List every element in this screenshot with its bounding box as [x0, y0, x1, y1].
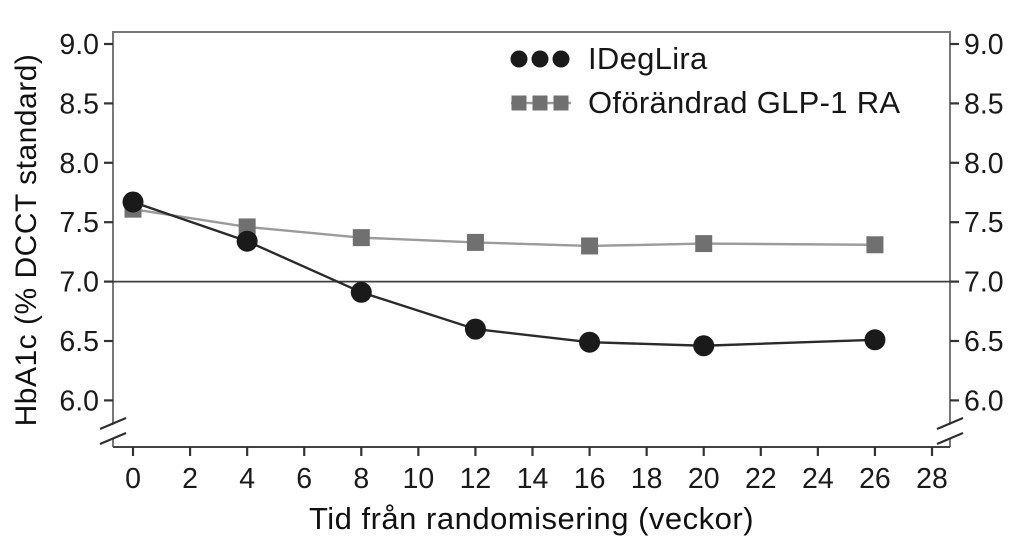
axis-break-left-mask	[96, 420, 130, 444]
series-ideglira	[122, 191, 886, 357]
data-point	[350, 281, 372, 303]
x-tick-label: 0	[125, 463, 141, 495]
y-tick-label-left: 8.5	[59, 88, 99, 120]
data-point	[236, 230, 258, 252]
legend-label-ideglira: IDegLira	[588, 41, 708, 76]
y-tick-label-left: 7.0	[59, 267, 99, 299]
data-point	[464, 318, 486, 340]
x-tick-label: 16	[574, 463, 606, 495]
y-tick-label-right: 6.0	[964, 385, 1004, 417]
y-tick-label-left: 9.0	[59, 29, 99, 61]
data-point	[579, 331, 601, 353]
y-tick-label-right: 9.0	[964, 29, 1004, 61]
data-point	[581, 237, 599, 255]
axis-break-right-mask	[933, 420, 967, 444]
legend-item-glp1ra: Oförändrad GLP-1 RA	[509, 81, 900, 125]
y-tick-label-left: 8.0	[59, 148, 99, 180]
data-point	[352, 229, 370, 247]
y-tick-label-right: 8.5	[964, 88, 1004, 120]
legend-circles-icon	[510, 50, 570, 68]
data-point	[122, 191, 144, 213]
legend: IDegLira Oförändrad GLP-1 RA	[509, 37, 900, 125]
legend-label-glp1ra: Oförändrad GLP-1 RA	[588, 85, 901, 120]
legend-squares-icon	[511, 95, 571, 111]
data-point	[693, 335, 715, 357]
axis-break-left	[99, 431, 127, 446]
data-point	[864, 329, 886, 351]
data-point	[238, 218, 256, 236]
y-tick-label-right: 7.5	[964, 207, 1004, 239]
x-tick-label: 4	[239, 463, 255, 495]
y-axis-title: HbA1c (% DCCT standard)	[10, 53, 43, 427]
axis-break-right	[936, 416, 964, 431]
x-tick-label: 6	[296, 463, 312, 495]
x-tick-label: 26	[859, 463, 891, 495]
x-tick-label: 20	[688, 463, 720, 495]
x-axis-title: Tid från randomisering (veckor)	[308, 501, 755, 536]
x-tick-label: 18	[631, 463, 663, 495]
x-tick-label: 24	[802, 463, 834, 495]
legend-item-ideglira: IDegLira	[509, 37, 900, 81]
y-tick-label-right: 7.0	[964, 267, 1004, 299]
y-tick-label-left: 6.5	[59, 326, 99, 358]
axis-break-left	[99, 416, 127, 431]
y-tick-label-right: 6.5	[964, 326, 1004, 358]
y-tick-label-right: 8.0	[964, 148, 1004, 180]
axis-break-right	[936, 431, 964, 446]
x-tick-label: 22	[745, 463, 777, 495]
plot-frame	[112, 31, 951, 447]
data-point	[866, 236, 884, 254]
data-point	[695, 235, 713, 253]
x-tick-label: 10	[403, 463, 435, 495]
x-tick-label: 14	[517, 463, 549, 495]
y-tick-label-left: 7.5	[59, 207, 99, 239]
data-point	[466, 233, 484, 251]
y-tick-label-left: 6.0	[59, 385, 99, 417]
x-tick-label: 12	[460, 463, 492, 495]
x-tick-label: 28	[916, 463, 948, 495]
x-tick-label: 8	[353, 463, 369, 495]
x-tick-label: 2	[182, 463, 198, 495]
